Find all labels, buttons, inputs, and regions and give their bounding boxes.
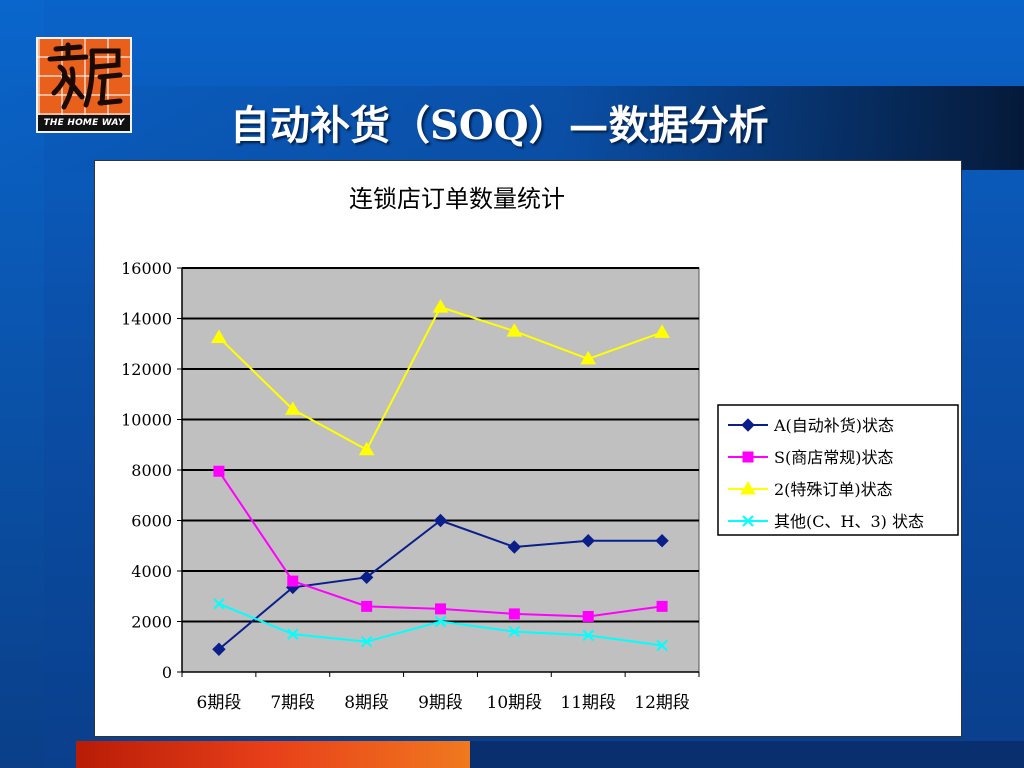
line-chart: 连锁店订单数量统计 0 2000 4000 6000 8000 10000 12000 140… [121,185,959,713]
chart-title: 连锁店订单数量统计 [349,185,565,213]
data-point-series-2 [580,350,597,365]
data-point-series-2 [358,441,375,456]
data-point-series-1 [508,608,520,620]
x-tick-label: 7期段 [270,693,315,713]
legend-marker [740,481,756,495]
data-point-series-2 [284,401,301,415]
title-band [0,86,1024,170]
data-point-series-3 [582,629,594,642]
data-point-series-2 [506,323,523,337]
bottom-bar-dark [470,741,1024,768]
data-point-series-3 [434,615,447,628]
x-tick-label: 10期段 [487,693,543,713]
data-point-series-0 [212,642,226,656]
legend-entry-label: 其他(C、H、3) 状态 [774,512,924,531]
data-point-series-0 [655,533,669,548]
x-tick-label: 11期段 [560,693,616,713]
data-point-series-1 [213,465,225,477]
legend-entry-label: S(商店常规)状态 [774,448,893,467]
x-tick-label: 6期段 [197,693,242,713]
x-tick-label: 9期段 [418,693,463,713]
y-tick-label: 8000 [131,461,172,480]
data-point-series-1 [435,603,446,615]
legend-marker [742,451,754,463]
data-point-series-1 [287,575,299,587]
data-point-series-0 [507,540,522,554]
legend-marker [742,515,754,527]
y-tick-label: 16000 [121,259,172,278]
data-point-series-1 [361,600,373,612]
data-point-series-3 [213,598,225,610]
data-point-series-2 [432,299,449,313]
x-tick-label: 12期段 [634,693,690,713]
data-point-series-3 [287,628,299,640]
data-point-series-2 [654,324,670,338]
data-point-series-0 [359,570,374,585]
logo-calligraphy-icon [47,42,123,110]
page-title: 自动补货（SOQ）—数据分析 [230,102,769,149]
data-point-series-3 [360,635,373,648]
legend-box [717,404,959,536]
y-tick-label: 6000 [131,512,172,531]
chart-panel: 连锁店订单数量统计 0 2000 4000 6000 8000 10000 12000 140… [94,160,962,737]
home-way-logo: THE HOME WAY [36,37,132,133]
data-point-series-3 [508,625,521,638]
y-tick-label: 2000 [131,613,172,632]
legend-entry-label: A(自动补货)状态 [773,416,894,435]
logo-text: THE HOME WAY [38,115,130,131]
data-point-series-3 [656,639,668,652]
y-tick-label: 0 [162,663,172,682]
y-tick-label: 12000 [121,360,172,379]
y-tick-label: 4000 [131,562,172,581]
data-point-series-2 [211,329,227,343]
y-tick-label: 14000 [121,310,172,329]
legend-entry-label: 2(特殊订单)状态 [774,480,893,499]
y-tick-label: 10000 [121,411,172,430]
data-point-series-1 [582,610,594,622]
data-point-series-0 [433,513,448,528]
legend-marker [741,418,755,432]
data-point-series-1 [656,600,668,612]
data-point-series-0 [581,533,595,548]
bottom-accent-bar [76,741,470,768]
x-tick-label: 8期段 [344,693,389,713]
